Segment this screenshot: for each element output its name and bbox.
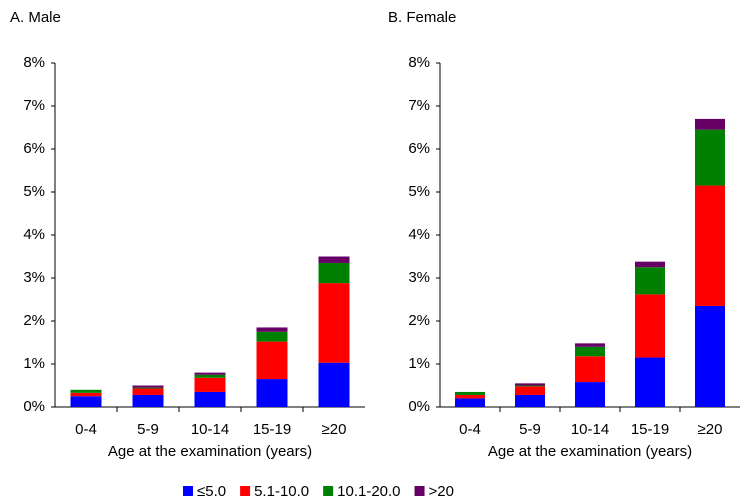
bar-segment	[132, 387, 164, 389]
bar-segment	[318, 362, 350, 407]
bar-segment	[194, 374, 226, 378]
legend-label: >20	[429, 483, 454, 500]
bar-segment	[318, 256, 350, 263]
bar-segment	[194, 391, 226, 407]
legend-swatch	[323, 486, 334, 496]
x-axis-label: Age at the examination (years)	[108, 443, 312, 460]
bar-segment	[194, 372, 226, 375]
chart-title: A. Male	[10, 9, 61, 26]
bar-segment	[695, 129, 725, 186]
bar-segment	[575, 382, 605, 407]
bar-segment	[695, 185, 725, 306]
y-tick-label: 1%	[23, 355, 45, 372]
y-tick-label: 6%	[23, 140, 45, 157]
bar-segment	[256, 379, 288, 407]
bar-segment	[132, 394, 164, 407]
y-tick-label: 1%	[408, 355, 430, 372]
y-tick-label: 2%	[408, 312, 430, 329]
bar-segment	[256, 331, 288, 342]
legend-swatch	[414, 486, 425, 496]
x-tick-label: 10-14	[571, 421, 609, 438]
bar-segment	[515, 383, 545, 386]
bar-segment	[70, 389, 102, 393]
x-tick-label: 15-19	[631, 421, 669, 438]
bar-segment	[635, 267, 665, 295]
legend-swatch	[240, 486, 251, 496]
x-tick-label: 5-9	[519, 421, 541, 438]
x-tick-label: 5-9	[137, 421, 159, 438]
x-tick-label: 0-4	[75, 421, 97, 438]
legend-label: 10.1-20.0	[337, 483, 400, 500]
y-tick-label: 8%	[408, 54, 430, 71]
chart-title: B. Female	[388, 9, 456, 26]
bar-segment	[455, 398, 485, 407]
x-axis-label: Age at the examination (years)	[488, 443, 692, 460]
bar-segment	[455, 394, 485, 399]
bar-segment	[695, 118, 725, 130]
bar-segment	[635, 261, 665, 268]
y-tick-label: 7%	[408, 97, 430, 114]
y-tick-label: 0%	[23, 398, 45, 415]
bar-segment	[132, 385, 164, 388]
bar-segment	[318, 262, 350, 284]
y-tick-label: 4%	[23, 226, 45, 243]
y-tick-label: 0%	[408, 398, 430, 415]
x-tick-label: 10-14	[191, 421, 229, 438]
y-tick-label: 7%	[23, 97, 45, 114]
y-tick-label: 5%	[23, 183, 45, 200]
bar-segment	[515, 386, 545, 395]
bar-segment	[635, 357, 665, 407]
y-tick-label: 3%	[23, 269, 45, 286]
bar-segment	[695, 305, 725, 407]
bar-segment	[256, 341, 288, 380]
bar-segment	[515, 385, 545, 387]
x-tick-label: ≥20	[698, 421, 723, 438]
y-tick-label: 5%	[408, 183, 430, 200]
y-tick-label: 6%	[408, 140, 430, 157]
bar-segment	[194, 377, 226, 392]
y-tick-label: 4%	[408, 226, 430, 243]
bar-segment	[635, 294, 665, 358]
y-tick-label: 2%	[23, 312, 45, 329]
x-tick-label: 15-19	[253, 421, 291, 438]
bar-segment	[318, 283, 350, 363]
bar-segment	[70, 396, 102, 407]
bar-segment	[575, 343, 605, 347]
bar-segment	[575, 346, 605, 357]
x-tick-label: ≥20	[322, 421, 347, 438]
y-tick-label: 3%	[408, 269, 430, 286]
legend-label: ≤5.0	[197, 483, 226, 500]
x-tick-label: 0-4	[459, 421, 481, 438]
y-tick-label: 8%	[23, 54, 45, 71]
bar-segment	[455, 391, 485, 395]
bar-segment	[256, 327, 288, 332]
legend-label: 5.1-10.0	[254, 483, 309, 500]
bar-segment	[515, 394, 545, 407]
bar-segment	[132, 388, 164, 395]
bar-segment	[70, 392, 102, 397]
bar-segment	[575, 356, 605, 383]
legend-swatch	[183, 486, 193, 496]
